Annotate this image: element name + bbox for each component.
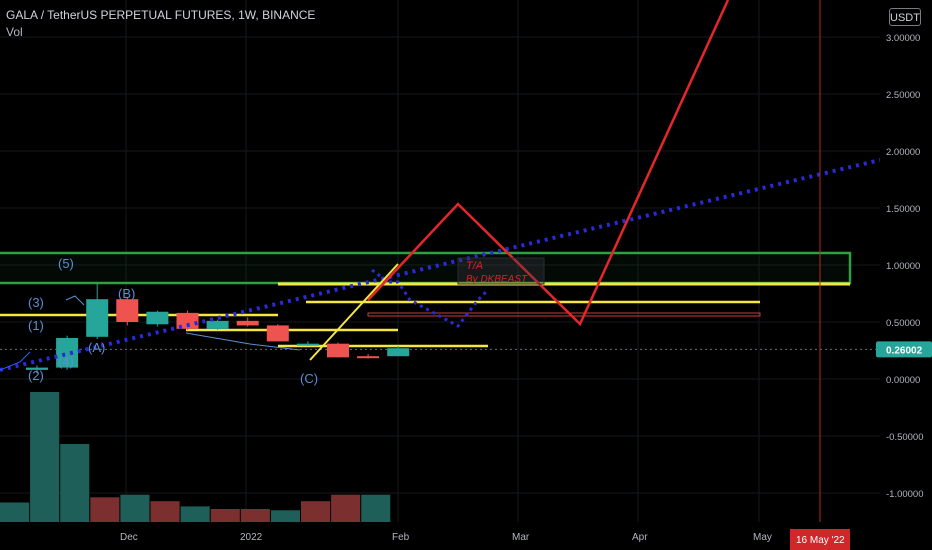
wave-label: (5) bbox=[58, 256, 74, 271]
target-date-tag bbox=[790, 529, 850, 550]
price-axis[interactable]: 3.00000 2.50000 2.00000 1.50000 1.00000 0.500… bbox=[876, 0, 932, 522]
time-tick-label: 2022 bbox=[240, 532, 263, 543]
price-tick-label: 0.50000 bbox=[886, 318, 920, 329]
wave-line bbox=[65, 295, 85, 306]
time-axis[interactable]: Dec 2022 Feb Mar Apr May 16 May '22 bbox=[0, 522, 932, 550]
volume-bar bbox=[361, 494, 391, 522]
wave-line bbox=[185, 332, 301, 351]
time-axis-bg bbox=[0, 522, 932, 550]
volume-bar bbox=[210, 509, 240, 522]
candle-body bbox=[236, 320, 259, 326]
price-tick-label: 2.50000 bbox=[886, 90, 920, 101]
wave-label: (2) bbox=[28, 368, 44, 383]
last-price-tag bbox=[876, 341, 932, 358]
volume-bar bbox=[30, 392, 60, 522]
wave-label: (B) bbox=[118, 286, 135, 301]
wave-label: (1) bbox=[28, 318, 44, 333]
time-tick-label: May bbox=[753, 532, 772, 543]
wave-label: (4) bbox=[58, 354, 74, 369]
annotation-text-author: By DKBEAST bbox=[466, 274, 528, 285]
annotation-text-ta: T/A bbox=[466, 260, 483, 272]
volume-indicator-label[interactable]: Vol bbox=[6, 25, 23, 39]
volume-bar bbox=[180, 506, 210, 522]
trend-line-dotted bbox=[0, 158, 881, 372]
resistance-zone bbox=[0, 251, 852, 285]
price-tick-label: 0.00000 bbox=[886, 375, 920, 386]
projection-line bbox=[309, 263, 399, 361]
volume-bar bbox=[60, 444, 90, 522]
currency-button[interactable]: USDT bbox=[889, 8, 921, 26]
symbol-title[interactable]: GALA / TetherUS PERPETUAL FUTURES, 1W, B… bbox=[6, 8, 316, 22]
support-zones bbox=[0, 251, 880, 350]
price-tick-label: -1.00000 bbox=[886, 489, 924, 500]
volume-bar bbox=[150, 501, 180, 522]
price-tick-label: -0.50000 bbox=[886, 432, 924, 443]
time-tick-label: Apr bbox=[632, 532, 648, 543]
projection-path-dotted bbox=[371, 268, 490, 328]
candle-body bbox=[26, 367, 48, 370]
volume-bar bbox=[270, 510, 300, 522]
wave-label: (3) bbox=[28, 295, 44, 310]
candle-body bbox=[357, 356, 380, 359]
wave-label: (C) bbox=[300, 371, 318, 386]
target-date-label: 16 May '22 bbox=[796, 535, 845, 546]
candle-body bbox=[296, 343, 319, 346]
candle-body bbox=[86, 299, 109, 337]
wave-labels: (1) (2) (3) (4) (5) (A) (B) (C) bbox=[28, 256, 318, 386]
price-axis-bg bbox=[880, 0, 932, 522]
support-band bbox=[367, 312, 761, 317]
time-tick-label: Mar bbox=[512, 532, 530, 543]
volume-bar bbox=[120, 494, 150, 522]
candle-body bbox=[146, 311, 169, 325]
trend-lines: T/A By DKBEAST bbox=[0, 0, 881, 522]
candle-body bbox=[176, 312, 199, 329]
candle-body bbox=[327, 343, 349, 358]
candlesticks bbox=[26, 283, 410, 374]
price-tick-label: 1.00000 bbox=[886, 261, 920, 272]
price-tick-label: 1.50000 bbox=[886, 204, 920, 215]
last-price-label: 0.26002 bbox=[886, 345, 923, 356]
candle-body bbox=[266, 325, 289, 342]
price-tick-label: 2.00000 bbox=[886, 147, 920, 158]
candle-body bbox=[116, 299, 139, 322]
candle-body bbox=[56, 337, 79, 368]
time-tick-label: Feb bbox=[392, 532, 410, 543]
price-tick-label: 3.00000 bbox=[886, 33, 920, 44]
annotation-box bbox=[457, 257, 545, 285]
time-tick-label: Dec bbox=[120, 532, 138, 543]
projection-path bbox=[367, 0, 730, 327]
volume-bars bbox=[0, 392, 391, 522]
volume-bar bbox=[240, 509, 270, 522]
candle-body bbox=[387, 348, 410, 357]
volume-bar bbox=[0, 502, 30, 522]
volume-bar bbox=[331, 494, 361, 522]
volume-bar bbox=[301, 501, 331, 522]
wave-line bbox=[0, 351, 31, 371]
wave-label: (A) bbox=[88, 340, 105, 355]
volume-bar bbox=[90, 497, 120, 522]
candle-body bbox=[206, 320, 229, 329]
